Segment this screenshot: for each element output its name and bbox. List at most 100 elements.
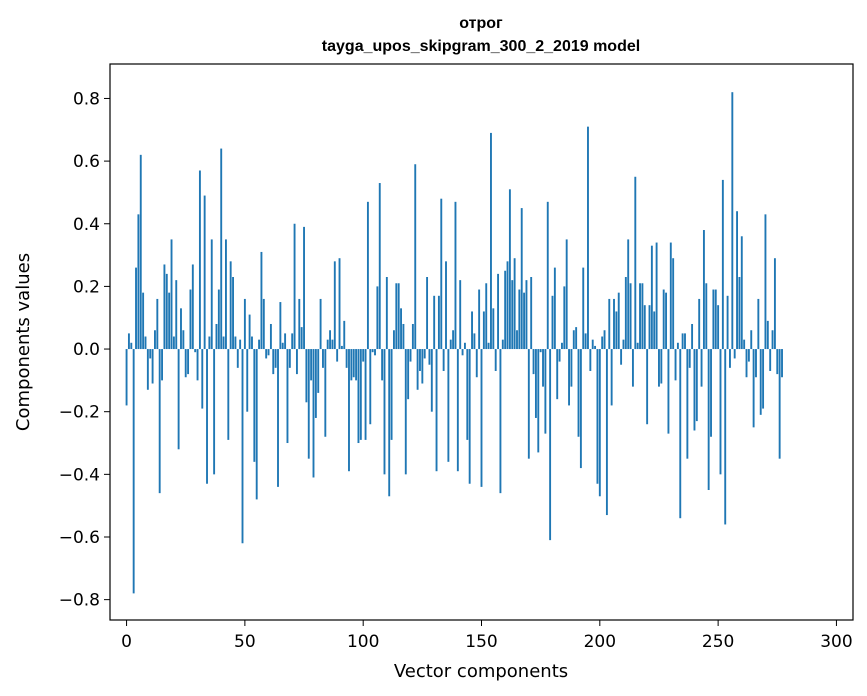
y-tick-label: 0.0: [73, 340, 100, 360]
bar: [499, 349, 502, 494]
bar: [333, 261, 336, 350]
bar: [348, 349, 350, 472]
y-tick-label: 0.4: [73, 215, 100, 235]
bar: [374, 349, 376, 356]
bar: [146, 349, 149, 390]
bar: [655, 242, 658, 350]
bar: [553, 267, 556, 350]
bar: [395, 283, 398, 350]
bar: [435, 349, 438, 472]
bar: [329, 330, 331, 350]
bar: [378, 183, 381, 350]
bar: [206, 349, 208, 484]
bar: [719, 349, 722, 475]
bar: [627, 239, 630, 350]
bar: [357, 349, 360, 444]
y-tick-label: 0.8: [73, 89, 100, 109]
bar: [700, 349, 703, 387]
bar: [175, 280, 178, 350]
bar: [641, 283, 644, 350]
bar: [137, 214, 140, 350]
bar: [246, 349, 249, 412]
bar: [340, 345, 343, 350]
bar: [707, 349, 710, 491]
bar: [177, 349, 180, 450]
bar: [253, 349, 256, 462]
bar: [648, 305, 651, 350]
bar: [461, 349, 464, 356]
bar: [191, 264, 194, 350]
bar: [288, 349, 291, 368]
bar: [771, 330, 774, 350]
bar: [608, 298, 611, 350]
bar: [556, 349, 559, 400]
bar: [596, 349, 599, 484]
bar: [485, 283, 488, 350]
bar: [764, 214, 767, 350]
bar: [232, 277, 234, 350]
bar: [705, 283, 708, 350]
bar: [615, 311, 618, 350]
bar: [575, 327, 578, 350]
bar: [646, 349, 649, 425]
bar: [776, 349, 779, 375]
bar: [587, 126, 589, 350]
y-tick-label: −0.2: [59, 403, 100, 423]
bar: [151, 349, 154, 384]
bar: [449, 339, 452, 350]
bar: [769, 349, 772, 371]
x-tick-label: 150: [465, 632, 497, 652]
bar: [738, 277, 741, 350]
bar: [518, 289, 521, 350]
bar: [463, 342, 466, 350]
bar: [196, 349, 199, 381]
bar: [513, 258, 516, 350]
bar: [255, 349, 258, 500]
bar: [473, 333, 476, 350]
bar: [442, 349, 445, 371]
bar: [721, 179, 724, 350]
bar: [750, 330, 753, 350]
bar: [312, 349, 315, 478]
x-tick-label: 50: [234, 632, 256, 652]
bar: [203, 195, 206, 350]
bar: [520, 208, 523, 350]
bar: [127, 333, 130, 350]
bar: [132, 349, 135, 594]
bar: [369, 349, 372, 425]
bar: [426, 277, 429, 350]
bar: [681, 333, 684, 350]
bar: [629, 283, 632, 350]
y-tick-label: −0.6: [59, 528, 100, 548]
bar: [544, 349, 547, 434]
bar: [686, 349, 689, 459]
bar: [241, 349, 244, 544]
bar: [634, 176, 637, 350]
bar: [300, 327, 303, 350]
chart-subtitle: tayga_upos_skipgram_300_2_2019 model: [322, 38, 640, 55]
bar: [215, 323, 218, 350]
bar: [534, 349, 537, 418]
bar: [729, 349, 731, 368]
bar: [691, 323, 694, 350]
bar: [407, 349, 410, 400]
bar: [577, 349, 580, 437]
bar: [267, 349, 270, 356]
bar: [352, 349, 355, 378]
bar: [712, 289, 715, 350]
bar: [624, 277, 627, 350]
bar: [482, 311, 485, 350]
bar: [125, 349, 128, 406]
bar: [305, 349, 308, 403]
bar: [182, 330, 185, 350]
bar: [234, 336, 237, 350]
bar: [672, 258, 675, 350]
bar: [262, 298, 265, 350]
bar: [610, 349, 613, 406]
bar: [752, 349, 755, 428]
bar: [366, 201, 369, 350]
bar: [324, 349, 327, 437]
bar: [310, 349, 313, 381]
bar: [154, 330, 156, 350]
bar: [511, 280, 514, 350]
